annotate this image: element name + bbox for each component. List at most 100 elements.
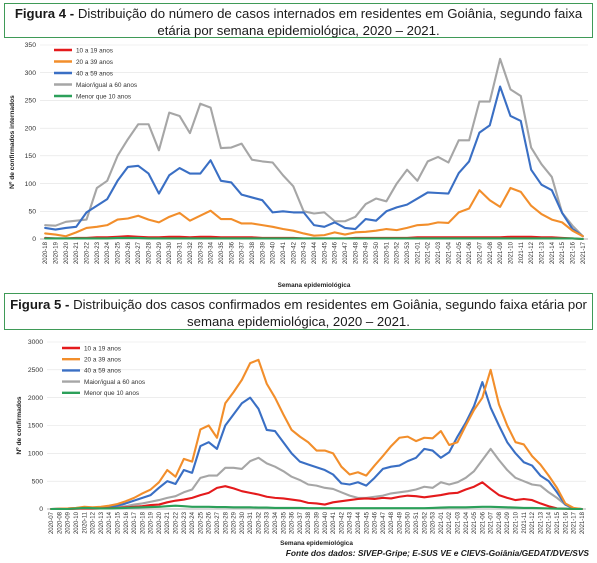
x-tick-label: 2020-47 <box>343 241 349 264</box>
legend-label: Maior/igual a 60 anos <box>84 379 145 386</box>
x-tick-label: 2020-08 <box>57 511 63 534</box>
x-tick-label: 2021-10 <box>514 511 520 534</box>
x-tick-label: 2020-46 <box>373 511 379 534</box>
y-axis-title: Nº de confirmados internados <box>9 95 16 189</box>
series-line-20-a-39-anos <box>44 186 584 238</box>
y-tick-label: 150 <box>25 153 37 160</box>
x-tick-label: 2020-27 <box>215 511 221 534</box>
x-tick-label: 2020-48 <box>353 241 359 264</box>
x-tick-label: 2020-39 <box>315 511 321 534</box>
legend-label: 40 a 59 anos <box>76 70 113 77</box>
x-tick-label: 2020-37 <box>298 511 304 534</box>
x-tick-label: 2020-43 <box>302 241 308 264</box>
x-tick-label: 2021-11 <box>522 511 528 533</box>
data-source-note: Fonte dos dados: SIVEP-Gripe; E-SUS VE e… <box>285 548 589 558</box>
x-tick-label: 2020-51 <box>384 241 390 264</box>
y-tick-label: 1500 <box>28 423 43 430</box>
x-tick-label: 2021-17 <box>572 511 578 534</box>
x-tick-label: 2020-40 <box>271 241 277 264</box>
x-tick-label: 2020-49 <box>364 241 370 264</box>
x-tick-label: 2020-35 <box>281 511 287 534</box>
x-tick-label: 2020-48 <box>389 511 395 534</box>
legend-label: Menor que 10 anos <box>76 93 131 100</box>
x-tick-label: 2020-41 <box>331 511 337 534</box>
x-tick-label: 2020-24 <box>190 511 196 534</box>
x-tick-label: 2020-22 <box>174 511 180 534</box>
x-tick-label: 2020-11 <box>82 511 88 533</box>
x-tick-label: 2021-13 <box>538 511 544 534</box>
x-tick-label: 2020-24 <box>105 241 111 264</box>
x-tick-label: 2021-12 <box>530 511 536 534</box>
y-tick-label: 2500 <box>28 367 43 374</box>
x-tick-label: 2020-13 <box>99 511 105 534</box>
legend-label: 10 a 19 anos <box>84 345 121 352</box>
x-tick-label: 2020-34 <box>209 241 215 264</box>
x-tick-label: 2020-21 <box>165 511 171 534</box>
legend-label: 40 a 59 anos <box>84 368 121 375</box>
y-tick-label: 100 <box>25 181 37 188</box>
x-tick-label: 2020-30 <box>240 511 246 534</box>
y-tick-label: 0 <box>32 236 36 243</box>
series-line-maior-igual-a-60-anos <box>44 57 584 238</box>
x-tick-label: 2021-09 <box>498 241 504 264</box>
x-tick-label: 2020-26 <box>126 241 132 264</box>
x-tick-label: 2020-52 <box>395 241 401 264</box>
x-tick-label: 2020-34 <box>273 511 279 534</box>
x-tick-label: 2020-23 <box>95 241 101 264</box>
y-tick-label: 0 <box>39 506 43 513</box>
x-tick-label: 2020-29 <box>232 511 238 534</box>
x-tick-label: 2020-10 <box>74 511 80 534</box>
x-axis-title: Semana epidemiológica <box>280 540 353 547</box>
x-tick-label: 2020-25 <box>116 241 122 264</box>
legend-label: Menor que 10 anos <box>84 390 139 397</box>
x-tick-label: 2021-04 <box>464 511 470 534</box>
x-tick-label: 2020-50 <box>374 241 380 264</box>
x-tick-label: 2020-43 <box>348 511 354 534</box>
x-tick-label: 2020-12 <box>91 511 97 534</box>
x-tick-label: 2021-06 <box>467 241 473 264</box>
y-tick-label: 500 <box>32 478 44 485</box>
x-tick-label: 2020-40 <box>323 511 329 534</box>
legend-label: 20 a 39 anos <box>76 59 113 66</box>
x-axis-title: Semana epidemiológica <box>278 282 351 289</box>
x-tick-label: 2020-14 <box>107 511 113 534</box>
x-tick-label: 2020-44 <box>356 511 362 534</box>
x-tick-label: 2021-16 <box>563 511 569 534</box>
x-tick-label: 2021-02 <box>426 241 432 264</box>
x-tick-label: 2021-01 <box>439 511 445 534</box>
x-tick-label: 2020-22 <box>85 241 91 264</box>
x-tick-label: 2021-06 <box>480 511 486 534</box>
series-line-20-a-39-anos <box>50 358 583 511</box>
x-tick-label: 2020-53 <box>405 241 411 264</box>
y-tick-label: 2000 <box>28 395 43 402</box>
x-tick-label: 2020-31 <box>178 241 184 264</box>
x-tick-label: 2020-09 <box>66 511 72 534</box>
x-tick-label: 2020-38 <box>250 241 256 264</box>
x-tick-label: 2021-03 <box>455 511 461 534</box>
x-tick-label: 2020-53 <box>431 511 437 534</box>
figure-5-text: Distribuição dos casos confirmados em re… <box>69 297 587 329</box>
x-tick-label: 2020-28 <box>147 241 153 264</box>
x-tick-label: 2020-33 <box>198 241 204 264</box>
x-tick-label: 2021-01 <box>415 241 421 264</box>
x-tick-label: 2020-32 <box>256 511 262 534</box>
x-tick-label: 2020-18 <box>43 241 49 264</box>
x-tick-label: 2020-35 <box>219 241 225 264</box>
x-tick-label: 2021-13 <box>539 241 545 264</box>
x-tick-label: 2020-17 <box>132 511 138 534</box>
x-tick-label: 2021-12 <box>529 241 535 264</box>
x-tick-label: 2020-23 <box>182 511 188 534</box>
legend-label: 20 a 39 anos <box>84 357 121 364</box>
x-tick-label: 2020-42 <box>291 241 297 264</box>
x-tick-label: 2021-16 <box>570 241 576 264</box>
series-line-maior-igual-a-60-anos <box>50 447 583 511</box>
x-tick-label: 2020-37 <box>240 241 246 264</box>
x-tick-label: 2020-25 <box>198 511 204 534</box>
x-tick-label: 2020-47 <box>381 511 387 534</box>
x-tick-label: 2020-19 <box>149 511 155 534</box>
x-tick-label: 2021-07 <box>489 511 495 534</box>
x-tick-label: 2020-41 <box>281 241 287 264</box>
legend-label: 10 a 19 anos <box>76 47 113 54</box>
x-tick-label: 2021-15 <box>560 241 566 264</box>
y-tick-label: 250 <box>25 98 37 105</box>
